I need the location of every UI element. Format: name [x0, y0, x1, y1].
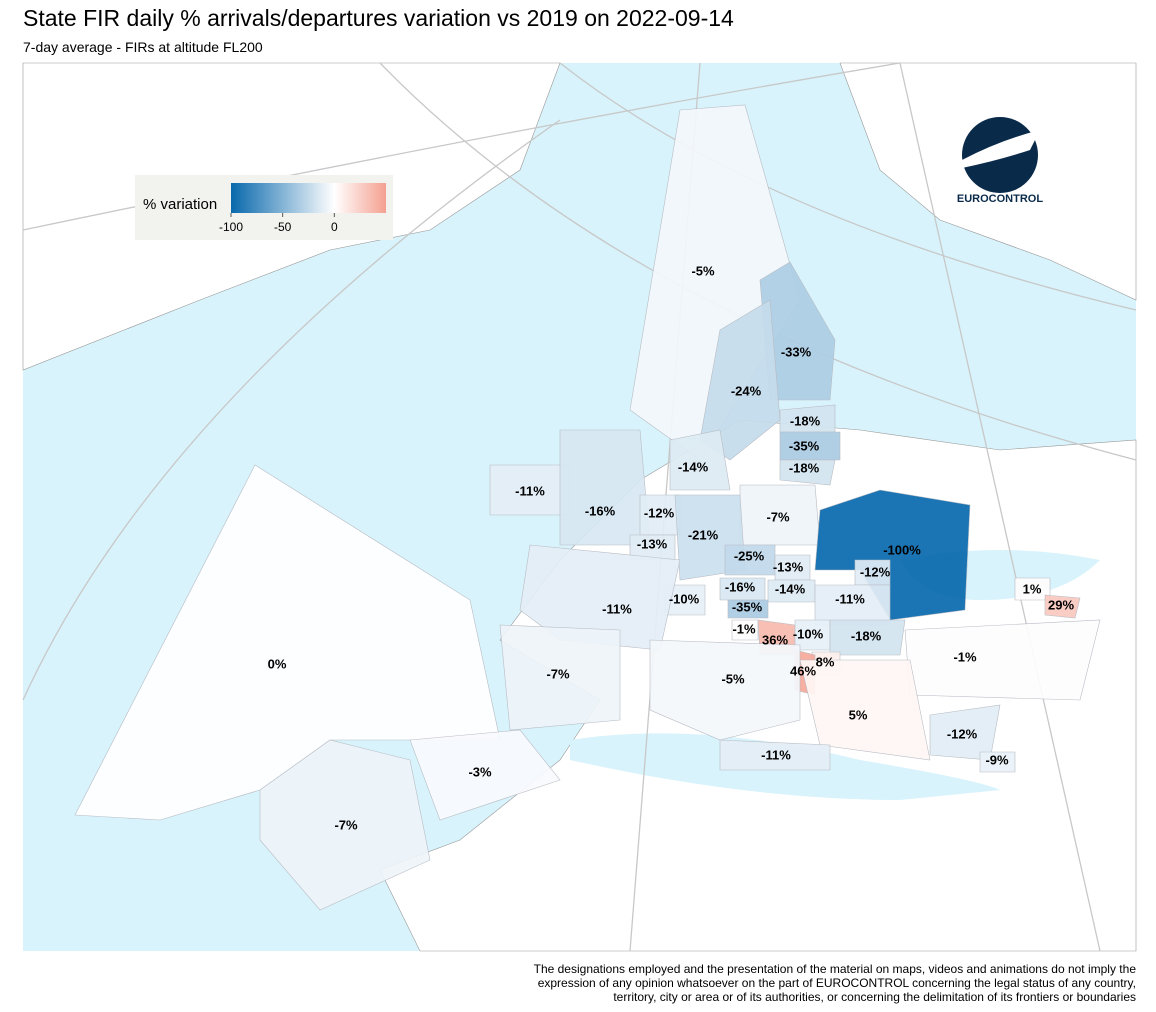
logo: EUROCONTROL: [957, 117, 1043, 205]
fir-region: [779, 459, 836, 486]
fir-region: [829, 619, 906, 656]
fir-label: -7%: [334, 817, 358, 832]
fir-label: -3%: [468, 764, 492, 779]
fir-region: [559, 429, 651, 546]
disclaimer: The designations employed and the presen…: [534, 962, 1137, 1004]
color-bar: [231, 183, 386, 213]
fir-label: -5%: [691, 263, 715, 278]
fir-label: -9%: [985, 752, 1009, 767]
fir-region: [814, 489, 971, 621]
fir-label: -35%: [732, 599, 763, 614]
fir-region: [731, 619, 759, 641]
fir-region: [979, 751, 1016, 773]
disclaimer-line: expression of any opinion whatsoever on …: [538, 976, 1136, 990]
fir-region: [259, 739, 431, 911]
title: State FIR daily % arrivals/departures va…: [23, 5, 734, 31]
fir-label: -18%: [851, 628, 882, 643]
fir-label: -25%: [734, 548, 765, 563]
fir-label: -11%: [761, 747, 791, 762]
fir-region: [649, 639, 801, 741]
region-labels: -5%-33%-24%-18%-35%-18%-14%-11%-16% -12% -…: [268, 263, 1075, 832]
fir-label: -12%: [860, 564, 891, 579]
fir-label: 5%: [849, 707, 868, 722]
fir-region: [727, 599, 769, 619]
fir-label: -18%: [790, 413, 821, 428]
fir-region: [799, 659, 931, 761]
fir-label: -1%: [732, 621, 756, 636]
fir-label: 1%: [1023, 581, 1042, 596]
fir-label: -16%: [725, 579, 756, 594]
fir-label: -1%: [953, 649, 977, 664]
fir-region: [669, 429, 731, 491]
fir-label: -12%: [644, 505, 675, 520]
fir-region: [699, 299, 781, 461]
subtitle: 7-day average - FIRs at altitude FL200: [23, 39, 263, 55]
fir-label: -5%: [721, 671, 745, 686]
fir-region: [409, 729, 561, 821]
fir-label: -12%: [947, 726, 978, 741]
fir-region: [1044, 594, 1081, 619]
fir-label: -21%: [688, 527, 719, 542]
fir-label: 46%: [790, 663, 816, 678]
fir-label: -7%: [766, 509, 790, 524]
fir-region: [499, 624, 621, 731]
disclaimer-line: The designations employed and the presen…: [534, 962, 1137, 976]
legend-tick-label: 0: [331, 220, 338, 234]
fir-label: -24%: [731, 383, 762, 398]
fir-label: 8%: [816, 654, 835, 669]
fir-region: [779, 431, 841, 461]
fir-label: -100%: [883, 542, 921, 557]
fir-label: -33%: [781, 344, 812, 359]
fir-label: -14%: [678, 459, 709, 474]
fir-label: -18%: [789, 460, 820, 475]
fir-label: 29%: [1048, 597, 1074, 612]
legend: % variation -100 -50 0: [135, 175, 393, 240]
fir-label: -11%: [835, 591, 865, 606]
disclaimer-line: territory, city or area or of its author…: [613, 990, 1136, 1004]
fir-label: 36%: [762, 632, 788, 647]
fir-label: -14%: [775, 581, 806, 596]
logo-text: EUROCONTROL: [957, 193, 1043, 205]
fir-label: -10%: [793, 626, 824, 641]
fir-label: -13%: [637, 536, 668, 551]
fir-label: -13%: [773, 559, 804, 574]
fir-region: [719, 739, 831, 771]
legend-tick-label: -50: [274, 220, 292, 234]
fir-label: -10%: [669, 591, 700, 606]
fir-region: [904, 619, 1101, 701]
legend-title: % variation: [143, 196, 217, 213]
regions: [74, 104, 1101, 911]
fir-label: 0%: [268, 656, 287, 671]
legend-tick-label: -100: [219, 220, 243, 234]
fir-label: -11%: [515, 483, 545, 498]
fir-label: -16%: [585, 503, 616, 518]
fir-label: -35%: [789, 438, 820, 453]
fir-label: -7%: [546, 666, 570, 681]
fir-label: -11%: [602, 601, 632, 616]
